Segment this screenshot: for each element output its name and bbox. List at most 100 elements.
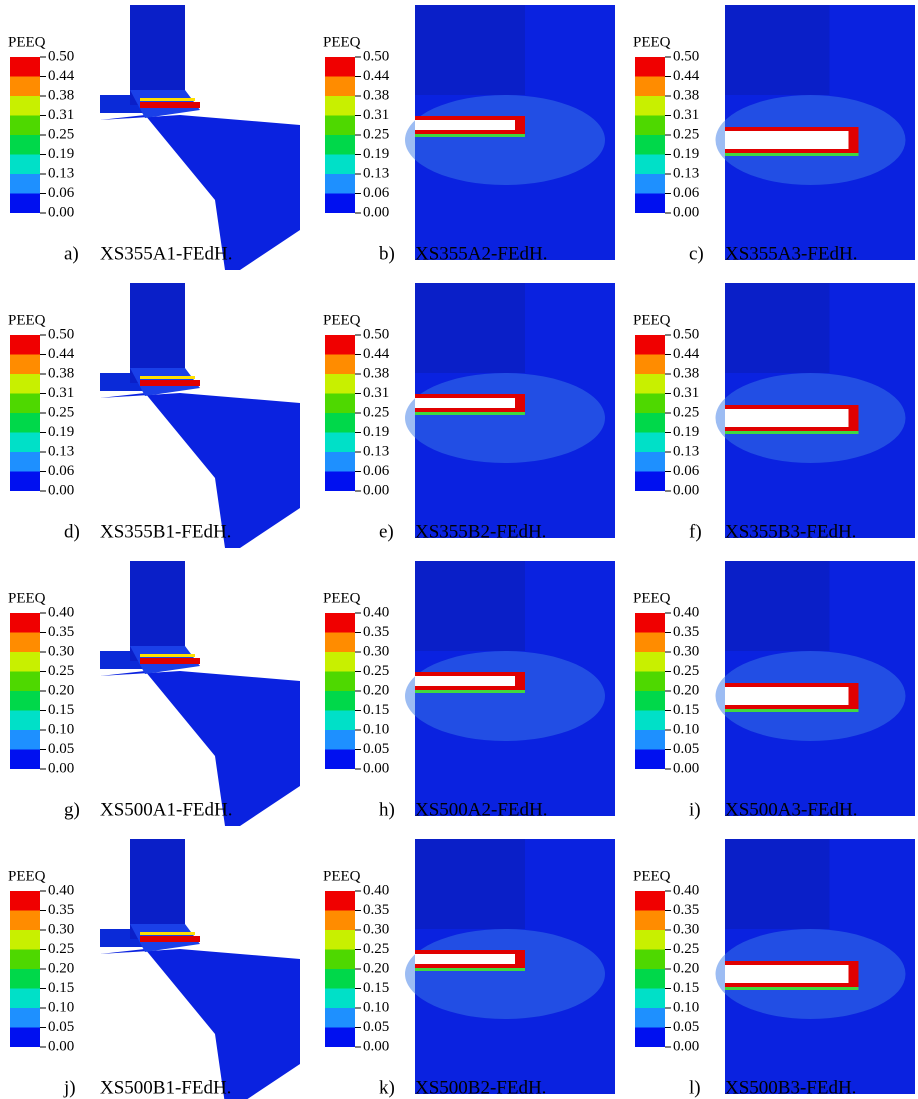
stiffener — [415, 839, 525, 929]
legend-swatch — [10, 354, 40, 374]
legend-label: 0.19 — [48, 146, 74, 162]
green-band — [725, 153, 859, 156]
legend-title: PEEQ — [323, 868, 361, 884]
legend-label: 0.25 — [363, 663, 389, 679]
legend-swatch — [325, 910, 355, 930]
crack — [725, 965, 849, 983]
legend-swatch — [325, 115, 355, 135]
legend-swatch — [10, 710, 40, 730]
legend-title: PEEQ — [8, 34, 46, 50]
legend-label: 0.20 — [363, 960, 389, 976]
crack-edge — [140, 98, 195, 101]
legend-label: 0.50 — [673, 326, 699, 342]
legend-label: 0.44 — [673, 68, 700, 84]
legend-label: 0.38 — [363, 365, 389, 381]
legend-label: 0.50 — [48, 48, 74, 64]
crack — [415, 954, 515, 964]
panel-caption: XS500A2-FEdH. — [415, 799, 547, 820]
crack-edge — [140, 376, 195, 379]
legend-swatch — [10, 930, 40, 950]
panel-label: g) — [64, 799, 80, 820]
legend-label: 0.31 — [363, 385, 389, 401]
legend-label: 0.19 — [673, 146, 699, 162]
legend-label: 0.06 — [48, 185, 75, 201]
legend-swatch — [10, 949, 40, 969]
legend-swatch — [635, 1027, 665, 1047]
legend-swatch — [325, 749, 355, 769]
stiffener — [725, 5, 830, 95]
legend-label: 0.44 — [48, 346, 75, 362]
legend-label: 0.15 — [363, 702, 389, 718]
legend-label: 0.25 — [48, 126, 74, 142]
stiffener — [130, 561, 185, 661]
legend-label: 0.10 — [48, 999, 74, 1015]
legend-swatch — [325, 193, 355, 213]
legend-label: 0.19 — [363, 146, 389, 162]
legend-swatch — [635, 691, 665, 711]
legend-label: 0.31 — [673, 385, 699, 401]
legend-label: 0.38 — [673, 365, 699, 381]
legend-label: 0.25 — [673, 663, 699, 679]
crack-edge — [140, 932, 195, 935]
legend-swatch — [10, 115, 40, 135]
legend-label: 0.15 — [673, 980, 699, 996]
legend-swatch — [635, 115, 665, 135]
legend-swatch — [635, 969, 665, 989]
legend-swatch — [10, 632, 40, 652]
panel-caption: XS355B3-FEdH. — [725, 521, 856, 542]
stiffener — [130, 839, 185, 939]
legend-label: 0.25 — [673, 941, 699, 957]
legend-label: 0.10 — [48, 721, 74, 737]
legend-label: 0.31 — [673, 107, 699, 123]
legend-swatch — [325, 710, 355, 730]
legend-swatch — [10, 154, 40, 174]
legend-swatch — [325, 76, 355, 96]
legend-label: 0.13 — [673, 165, 699, 181]
legend-swatch — [635, 174, 665, 194]
strain-halo — [405, 373, 605, 463]
legend-label: 0.00 — [363, 760, 389, 776]
legend-title: PEEQ — [633, 34, 671, 50]
legend-swatch — [635, 135, 665, 155]
panel-label: d) — [64, 521, 80, 542]
panel-caption: XS500B3-FEdH. — [725, 1077, 856, 1098]
legend-label: 0.05 — [363, 741, 389, 757]
legend-label: 0.44 — [673, 346, 700, 362]
legend-title: PEEQ — [323, 312, 361, 328]
legend-title: PEEQ — [633, 590, 671, 606]
stiffener — [725, 283, 830, 373]
panel-caption: XS500B1-FEdH. — [100, 1077, 231, 1098]
legend-swatch — [635, 749, 665, 769]
legend-swatch — [10, 671, 40, 691]
legend-swatch — [325, 691, 355, 711]
legend-label: 0.19 — [363, 424, 389, 440]
legend-label: 0.05 — [48, 1019, 74, 1035]
green-band — [725, 987, 859, 990]
legend-label: 0.31 — [363, 107, 389, 123]
stiffener — [130, 5, 185, 105]
legend-swatch — [635, 632, 665, 652]
legend-label: 0.20 — [673, 682, 699, 698]
legend-label: 0.19 — [48, 424, 74, 440]
legend-label: 0.13 — [48, 165, 74, 181]
legend-swatch — [10, 374, 40, 394]
green-band — [415, 412, 525, 415]
legend-label: 0.25 — [363, 941, 389, 957]
legend-label: 0.15 — [48, 702, 74, 718]
crack — [415, 120, 515, 130]
legend-swatch — [325, 671, 355, 691]
legend-swatch — [10, 335, 40, 355]
legend-swatch — [10, 413, 40, 433]
panel-caption: XS355B2-FEdH. — [415, 521, 546, 542]
legend-label: 0.44 — [363, 346, 390, 362]
legend-swatch — [325, 393, 355, 413]
panel-caption: XS355A1-FEdH. — [100, 243, 232, 264]
legend-label: 0.15 — [673, 702, 699, 718]
legend-swatch — [325, 969, 355, 989]
legend-label: 0.25 — [48, 404, 74, 420]
